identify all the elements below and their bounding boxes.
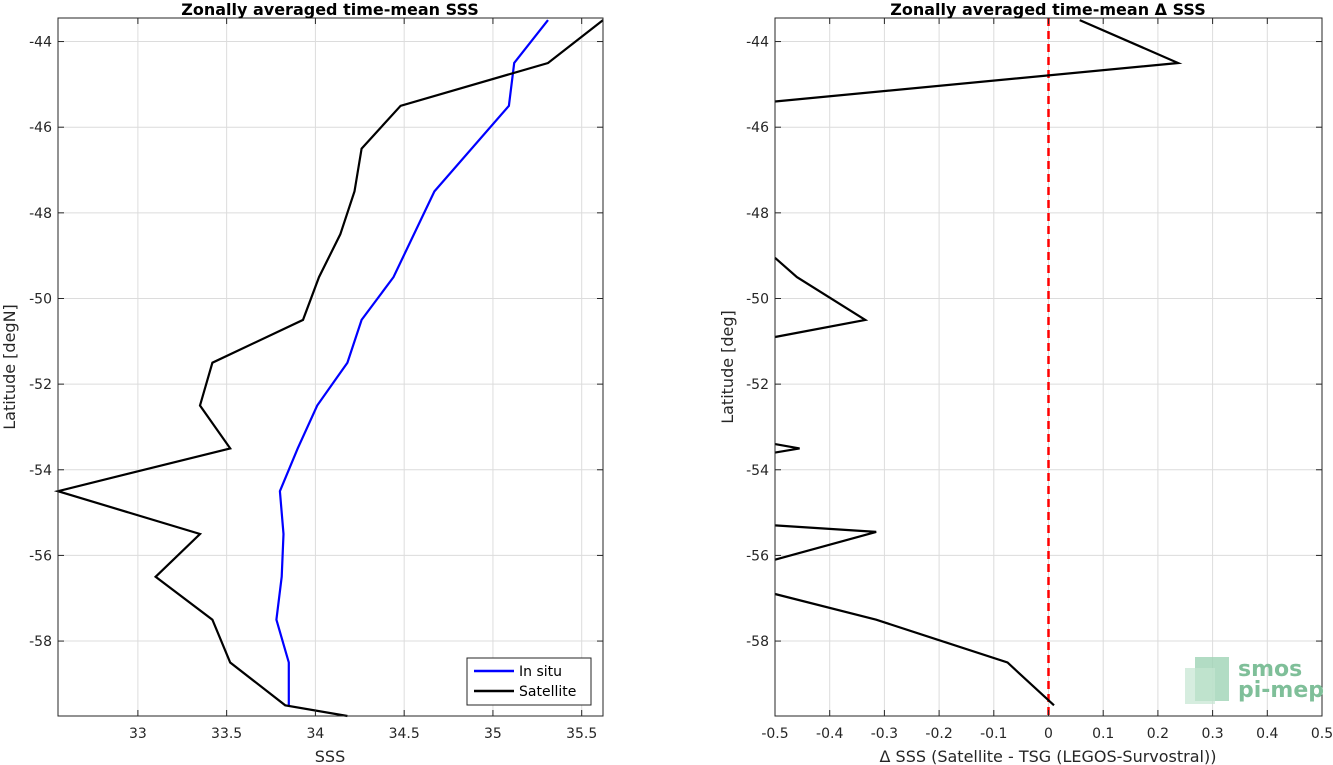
right-series-segment-2 bbox=[774, 256, 869, 339]
right-ylabel: Latitude [deg] bbox=[718, 310, 737, 424]
left-xtick-label: 35 bbox=[484, 726, 502, 742]
right-xtick-label: 0 bbox=[1044, 726, 1053, 742]
right-xtick-label: 0.3 bbox=[1201, 726, 1223, 742]
right-panel: -0.5 -0.4 -0.3 -0.2 -0.1 0 0.1 0.2 0.3 0.4 0.5 -44 -… bbox=[718, 0, 1333, 765]
left-ytick-label: -48 bbox=[29, 206, 52, 222]
right-ytick-label: -54 bbox=[746, 463, 769, 479]
left-plot-area bbox=[58, 18, 603, 716]
right-ticks: -0.5 -0.4 -0.3 -0.2 -0.1 0 0.1 0.2 0.3 0.4 0.5 -44 -… bbox=[746, 18, 1333, 742]
legend: In situ Satellite bbox=[466, 657, 592, 706]
right-ytick-label: -44 bbox=[746, 35, 769, 51]
left-series-in-situ bbox=[275, 19, 549, 706]
left-ytick-label: -52 bbox=[29, 377, 52, 393]
left-axes-box bbox=[57, 17, 604, 717]
right-title: Zonally averaged time-mean Δ SSS bbox=[890, 0, 1206, 19]
left-ytick-label: -50 bbox=[29, 291, 52, 307]
right-ytick-label: -50 bbox=[746, 291, 769, 307]
logo-line-2: pi-mep bbox=[1238, 678, 1324, 703]
left-grid bbox=[58, 18, 603, 716]
right-xlabel: Δ SSS (Satellite - TSG (LEGOS-Survostral… bbox=[880, 747, 1217, 765]
left-xtick-label: 33 bbox=[129, 726, 147, 742]
right-xtick-label: 0.2 bbox=[1147, 726, 1169, 742]
left-ytick-label: -56 bbox=[29, 548, 52, 564]
right-series-segment-4 bbox=[774, 524, 877, 561]
right-xtick-label: 0.1 bbox=[1092, 726, 1114, 742]
left-xtick-label: 35.5 bbox=[566, 726, 597, 742]
left-ytick-label: -54 bbox=[29, 463, 52, 479]
right-xtick-label: -0.1 bbox=[980, 726, 1007, 742]
right-series-segment-1 bbox=[774, 19, 1183, 103]
right-xtick-label: -0.3 bbox=[871, 726, 898, 742]
right-xtick-label: -0.5 bbox=[761, 726, 788, 742]
legend-label-satellite: Satellite bbox=[519, 684, 576, 700]
right-ytick-label: -52 bbox=[746, 377, 769, 393]
left-xlabel: SSS bbox=[315, 747, 345, 765]
left-xtick-label: 34.5 bbox=[389, 726, 420, 742]
left-ytick-label: -46 bbox=[29, 120, 52, 136]
left-series-layer bbox=[53, 19, 604, 718]
left-xtick-label: 33.5 bbox=[211, 726, 242, 742]
right-ytick-label: -58 bbox=[746, 634, 769, 650]
right-series-segment-3 bbox=[774, 443, 800, 454]
legend-label-in-situ: In situ bbox=[519, 664, 562, 680]
right-xtick-label: -0.2 bbox=[925, 726, 952, 742]
left-ytick-label: -58 bbox=[29, 634, 52, 650]
right-xtick-label: 0.4 bbox=[1256, 726, 1278, 742]
left-xtick-label: 34 bbox=[306, 726, 324, 742]
left-title: Zonally averaged time-mean SSS bbox=[181, 0, 479, 19]
left-ylabel: Latitude [degN] bbox=[0, 304, 19, 430]
smos-pimep-logo: smos pi-mep bbox=[1185, 657, 1324, 704]
right-xtick-label: 0.5 bbox=[1311, 726, 1333, 742]
right-series-segment-5 bbox=[774, 592, 1055, 707]
logo-mark-shadow bbox=[1185, 668, 1215, 704]
right-series-layer bbox=[774, 18, 1183, 716]
legend-box bbox=[466, 657, 592, 706]
right-ytick-label: -48 bbox=[746, 206, 769, 222]
right-xtick-label: -0.4 bbox=[816, 726, 843, 742]
right-ytick-label: -46 bbox=[746, 120, 769, 136]
right-ytick-label: -56 bbox=[746, 548, 769, 564]
left-panel: 33 33.5 34 34.5 35 35.5 -44 -46 -48 -50 -52 -54 -56 -… bbox=[0, 0, 604, 765]
left-series-satellite bbox=[53, 19, 604, 718]
logo-line-1: smos bbox=[1238, 657, 1302, 682]
left-ticks: 33 33.5 34 34.5 35 35.5 -44 -46 -48 -50 -52 -54 -56 -… bbox=[29, 18, 603, 742]
left-ytick-label: -44 bbox=[29, 35, 52, 51]
